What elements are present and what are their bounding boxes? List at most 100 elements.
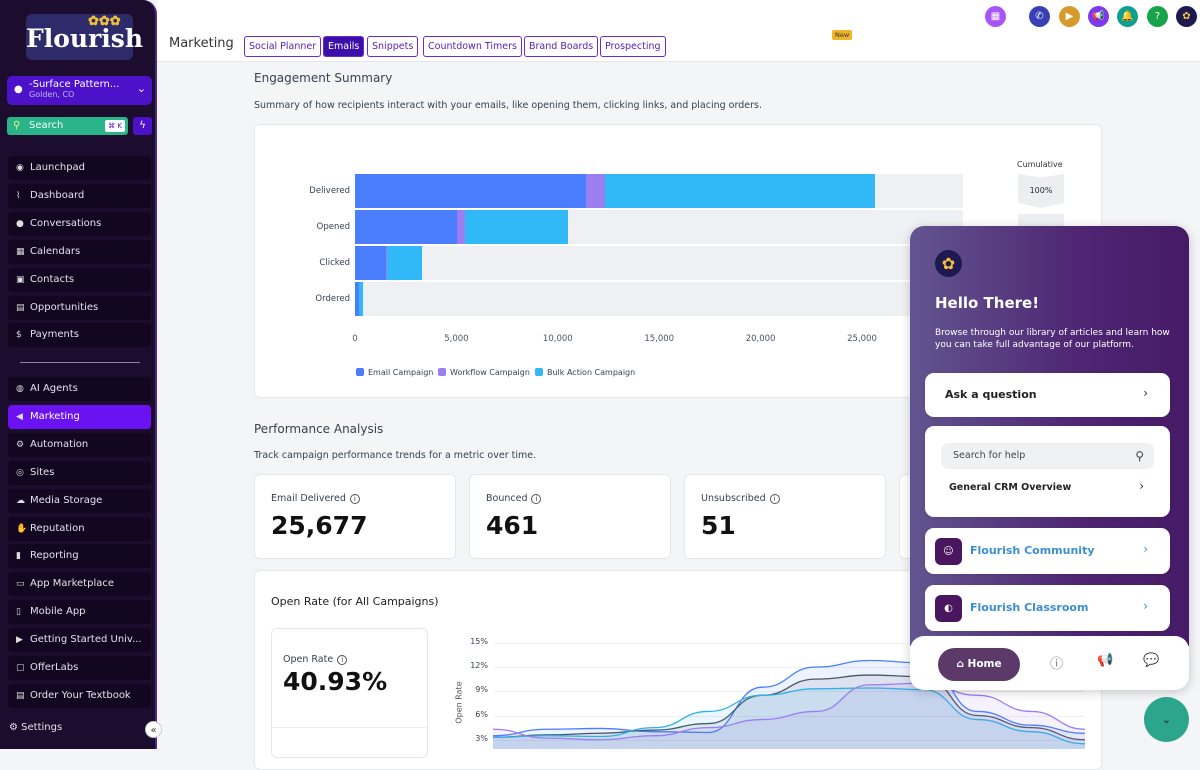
tab-brand-boards[interactable]: Brand Boards bbox=[524, 36, 598, 57]
help-toggle-button[interactable]: ⌄ bbox=[1144, 697, 1189, 742]
marketing-icon: ◀ bbox=[16, 405, 30, 429]
sidebar-item-label: Contacts bbox=[30, 274, 74, 285]
sidebar-item-dashboard[interactable]: ⌇Dashboard bbox=[8, 184, 151, 208]
location-pin-icon: ● bbox=[14, 84, 23, 95]
help-panel-footer: ⌂ Home ⓘ 📢 💬 bbox=[910, 636, 1189, 690]
legend-item[interactable]: Workflow Campaign bbox=[438, 368, 530, 377]
x-tick-label: 10,000 bbox=[543, 334, 573, 344]
legend-item[interactable]: Email Campaign bbox=[356, 368, 433, 377]
ask-question-label: Ask a question bbox=[945, 388, 1037, 401]
bar-delivered-email-campaign[interactable] bbox=[355, 174, 586, 208]
messages-tab-icon[interactable]: 💬 bbox=[1143, 653, 1159, 668]
sidebar-item-label: Order Your Textbook bbox=[30, 690, 131, 701]
flower-logo-icon: ✿ bbox=[935, 250, 962, 277]
sidebar-item-getting-started-univ[interactable]: ▶Getting Started Univ... bbox=[8, 628, 151, 652]
bar-delivered-bulk-action-campaign[interactable] bbox=[605, 174, 875, 208]
info-icon[interactable]: i bbox=[337, 655, 347, 665]
bar-clicked-bulk-action-campaign[interactable] bbox=[387, 246, 421, 280]
sidebar-item-ai-agents[interactable]: ◍AI Agents bbox=[8, 377, 151, 401]
sidebar-item-calendars[interactable]: ▦Calendars bbox=[8, 240, 151, 264]
sidebar-item-label: Media Storage bbox=[30, 495, 102, 506]
sidebar-item-label: Calendars bbox=[30, 246, 80, 257]
help-search-input[interactable]: Search for help⚲ bbox=[941, 443, 1154, 469]
chevron-right-icon: › bbox=[1143, 542, 1148, 556]
conversations-icon: ● bbox=[16, 212, 30, 236]
brand-logo[interactable]: ✿✿✿Flourish bbox=[26, 14, 133, 60]
collapse-sidebar-button[interactable]: « bbox=[145, 721, 162, 738]
help-description: Browse through our library of articles a… bbox=[935, 327, 1175, 351]
chevron-right-icon: › bbox=[1143, 386, 1148, 400]
apps-icon[interactable]: ▦ bbox=[985, 6, 1006, 27]
info-icon[interactable]: i bbox=[531, 494, 541, 504]
home-tab[interactable]: ⌂ Home bbox=[938, 648, 1020, 681]
bar-opened-email-campaign[interactable] bbox=[355, 210, 457, 244]
getting-started-univ-icon: ▶ bbox=[16, 628, 30, 652]
bell-icon[interactable]: 🔔 bbox=[1117, 6, 1138, 27]
sidebar-item-contacts[interactable]: ▣Contacts bbox=[8, 268, 151, 292]
mobile-app-icon: ▯ bbox=[16, 600, 30, 624]
sidebar-item-label: AI Agents bbox=[30, 383, 78, 394]
sidebar-item-opportunities[interactable]: ▤Opportunities bbox=[8, 296, 151, 320]
sidebar-item-mobile-app[interactable]: ▯Mobile App bbox=[8, 600, 151, 624]
sidebar-item-offerlabs[interactable]: ▢OfferLabs bbox=[8, 656, 151, 680]
ask-question-button[interactable]: Ask a question › bbox=[925, 373, 1170, 417]
chevron-right-icon: › bbox=[1139, 479, 1144, 493]
sidebar-item-marketing[interactable]: ◀Marketing bbox=[8, 405, 151, 429]
sidebar-item-launchpad[interactable]: ◉Launchpad bbox=[8, 156, 151, 180]
stat-divider bbox=[272, 727, 429, 728]
legend-item[interactable]: Bulk Action Campaign bbox=[535, 368, 635, 377]
sidebar-item-media-storage[interactable]: ☁Media Storage bbox=[8, 489, 151, 513]
sidebar-item-settings[interactable]: ⚙ Settings bbox=[0, 717, 155, 739]
tab-prospecting[interactable]: Prospecting bbox=[600, 36, 666, 57]
reporting-icon: ▮ bbox=[16, 544, 30, 568]
sidebar-item-automation[interactable]: ⚙Automation bbox=[8, 433, 151, 457]
bar-clicked-email-campaign[interactable] bbox=[355, 246, 386, 280]
chevron-down-icon: ⌄ bbox=[137, 82, 146, 95]
sidebar-item-reputation[interactable]: ✋Reputation bbox=[8, 517, 151, 541]
help-icon[interactable]: ? bbox=[1147, 6, 1168, 27]
app-marketplace-icon: ▭ bbox=[16, 572, 30, 596]
sidebar-item-reporting[interactable]: ▮Reporting bbox=[8, 544, 151, 568]
bar-track bbox=[355, 282, 963, 316]
video-icon[interactable]: ▶ bbox=[1059, 6, 1080, 27]
help-search-card: Search for help⚲ General CRM Overview › bbox=[925, 426, 1170, 517]
bar-opened-bulk-action-campaign[interactable] bbox=[465, 210, 568, 244]
tab-social-planner[interactable]: Social Planner bbox=[244, 36, 321, 57]
flourish-classroom-link[interactable]: ◐Flourish Classroom› bbox=[925, 585, 1170, 631]
article-label: General CRM Overview bbox=[949, 482, 1071, 493]
sidebar-item-order-your-textbook[interactable]: ▤Order Your Textbook bbox=[8, 684, 151, 708]
tab-countdown-timers[interactable]: Countdown Timers bbox=[423, 36, 522, 57]
sidebar-item-app-marketplace[interactable]: ▭App Marketplace bbox=[8, 572, 151, 596]
avatar-icon[interactable]: ✿ bbox=[1176, 6, 1197, 27]
legend-swatch bbox=[535, 368, 543, 376]
stat-value: 51 bbox=[701, 511, 736, 540]
help-tab-icon[interactable]: ⓘ bbox=[1050, 653, 1063, 672]
tab-emails[interactable]: Emails bbox=[323, 36, 364, 57]
info-icon[interactable]: i bbox=[770, 494, 780, 504]
media-storage-icon: ☁ bbox=[16, 489, 30, 513]
category-label: Delivered bbox=[290, 186, 350, 196]
megaphone-icon[interactable]: 📢 bbox=[1088, 6, 1109, 27]
megaphone-tab-icon[interactable]: 📢 bbox=[1097, 653, 1113, 668]
engagement-subtitle: Summary of how recipients interact with … bbox=[254, 100, 762, 111]
info-icon[interactable]: i bbox=[350, 494, 360, 504]
help-search-placeholder: Search for help bbox=[953, 450, 1025, 461]
bar-opened-workflow-campaign[interactable] bbox=[457, 210, 465, 244]
flower-icon: ✿✿✿ bbox=[88, 15, 121, 28]
sidebar-item-label: Dashboard bbox=[30, 190, 84, 201]
search-icon: ⚲ bbox=[13, 117, 20, 135]
phone-icon[interactable]: ✆ bbox=[1029, 6, 1050, 27]
sidebar-item-conversations[interactable]: ●Conversations bbox=[8, 212, 151, 236]
x-tick-label: 15,000 bbox=[644, 334, 674, 344]
location-switcher[interactable]: ● -Surface Pattern... Golden, CO ⌄ bbox=[7, 76, 152, 105]
search-button[interactable]: ⚲Search⌘ K bbox=[7, 117, 128, 135]
bar-ordered-bulk-action-campaign[interactable] bbox=[359, 282, 363, 316]
flourish-community-link[interactable]: ☺Flourish Community› bbox=[925, 528, 1170, 574]
sidebar-item-payments[interactable]: $Payments bbox=[8, 323, 151, 347]
order-your-textbook-icon: ▤ bbox=[16, 684, 30, 708]
bar-delivered-workflow-campaign[interactable] bbox=[586, 174, 605, 208]
quick-actions-button[interactable]: ϟ bbox=[133, 117, 152, 135]
sidebar-item-sites[interactable]: ◎Sites bbox=[8, 461, 151, 485]
tab-snippets[interactable]: Snippets bbox=[367, 36, 418, 57]
